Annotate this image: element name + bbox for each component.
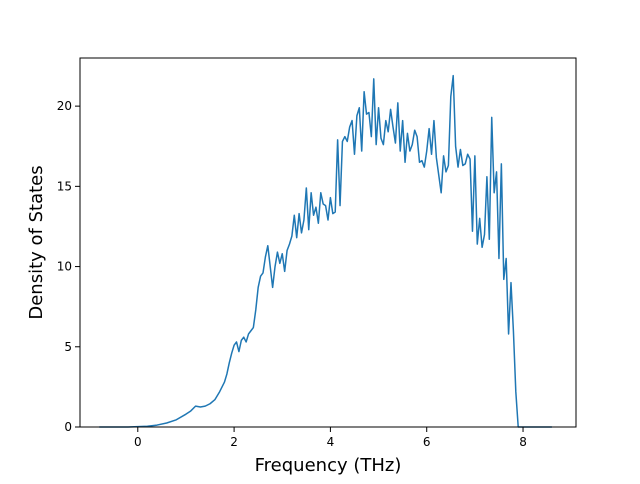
y-axis-ticks: 0 5 10 15 20 (57, 99, 80, 434)
x-tick-label: 4 (327, 435, 335, 449)
dos-series-line-0 (99, 74, 552, 428)
x-tick-label: 0 (134, 435, 142, 449)
axes-frame (79, 57, 577, 428)
y-tick-label: 20 (57, 99, 72, 113)
y-tick-label: 10 (57, 260, 72, 274)
y-tick-label: 5 (64, 340, 72, 354)
x-tick-label: 2 (230, 435, 238, 449)
y-tick-label: 0 (64, 420, 72, 434)
x-axis-ticks: 0 2 4 6 8 (134, 427, 527, 449)
y-tick-label: 15 (57, 179, 72, 193)
x-axis-label: Frequency (THz) (255, 455, 402, 476)
x-tick-label: 8 (519, 435, 527, 449)
plot-area (99, 74, 552, 428)
y-axis-label: Density of States (26, 165, 47, 319)
x-tick-label: 6 (423, 435, 431, 449)
